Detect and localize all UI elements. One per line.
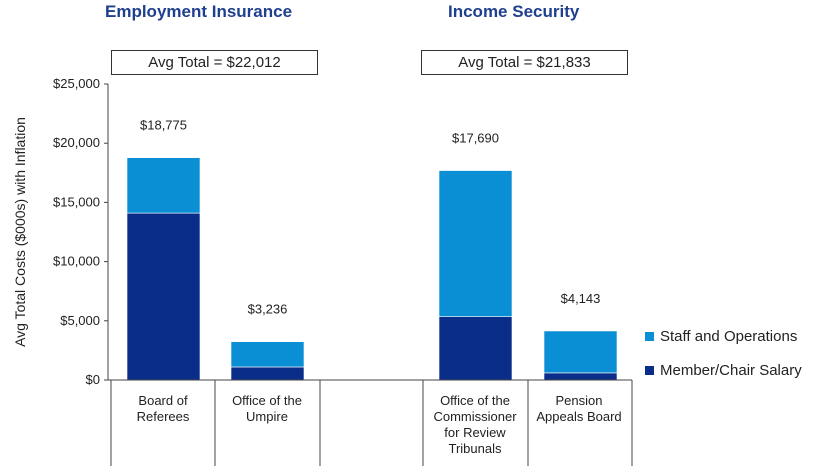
y-axis-label: Avg Total Costs ($000s) with Inflation xyxy=(12,117,28,347)
category-line: Tribunals xyxy=(448,441,502,456)
y-axis-ticks xyxy=(104,83,109,381)
y-tick-label: $0 xyxy=(86,372,100,387)
legend-label-staff: Staff and Operations xyxy=(660,328,798,345)
bar-segment-member-chair-salary-2 xyxy=(438,316,513,381)
bar-segment-member-chair-salary-0 xyxy=(126,212,201,381)
legend-item-member-chair-salary: Member/Chair Salary xyxy=(645,362,802,379)
category-frame-lines xyxy=(108,379,633,466)
group-title-income-security: Income Security xyxy=(448,2,580,21)
bar-segment-member-chair-salary-1 xyxy=(230,366,305,381)
group-title-employment-insurance: Employment Insurance xyxy=(105,2,293,21)
y-tick-label: $5,000 xyxy=(60,313,100,328)
category-line: Office of the xyxy=(232,393,302,408)
category-line: Board of xyxy=(138,393,188,408)
category-label-pension-appeals-board: Pension Appeals Board xyxy=(528,393,630,425)
legend-label-member: Member/Chair Salary xyxy=(660,362,802,379)
category-label-office-of-the-umpire: Office of the Umpire xyxy=(216,393,318,425)
bar-segment-staff-and-operations-1 xyxy=(230,341,305,368)
avg-total-income-security: Avg Total = $21,833 xyxy=(421,50,628,75)
category-line: for Review xyxy=(444,425,506,440)
category-line: Umpire xyxy=(246,409,288,424)
y-tick-label: $20,000 xyxy=(53,135,100,150)
total-value-labels: $18,775 $3,236 $17,690 $4,143 xyxy=(140,118,600,317)
legend-swatch-member xyxy=(645,366,654,375)
category-line: Office of the xyxy=(440,393,510,408)
avg-total-employment-insurance: Avg Total = $22,012 xyxy=(111,50,318,75)
y-tick-labels: $0 $5,000 $10,000 $15,000 $20,000 $25,000 xyxy=(53,76,100,387)
category-line: Appeals Board xyxy=(536,409,622,424)
y-tick-label: $15,000 xyxy=(53,194,100,209)
legend-swatch-staff xyxy=(645,332,654,341)
legend-item-staff-and-operations: Staff and Operations xyxy=(645,328,797,345)
total-value-label: $4,143 xyxy=(561,291,601,306)
total-value-label: $3,236 xyxy=(248,302,288,317)
category-label-board-of-referees: Board of Referees xyxy=(112,393,214,425)
bar-segment-staff-and-operations-3 xyxy=(543,330,618,374)
bar-segment-staff-and-operations-0 xyxy=(126,157,201,214)
category-line: Pension xyxy=(555,393,603,408)
y-tick-label: $10,000 xyxy=(53,254,100,269)
total-value-label: $17,690 xyxy=(452,131,499,146)
bar-segment-member-chair-salary-3 xyxy=(543,372,618,381)
y-tick-label: $25,000 xyxy=(53,76,100,91)
category-line: Commissioner xyxy=(433,409,517,424)
total-value-label: $18,775 xyxy=(140,118,187,133)
category-label-office-of-the-commissioner: Office of the Commissioner for Review Tr… xyxy=(424,393,526,457)
bars-layer xyxy=(126,157,618,381)
bar-segment-staff-and-operations-2 xyxy=(438,170,513,317)
category-line: Referees xyxy=(136,409,190,424)
